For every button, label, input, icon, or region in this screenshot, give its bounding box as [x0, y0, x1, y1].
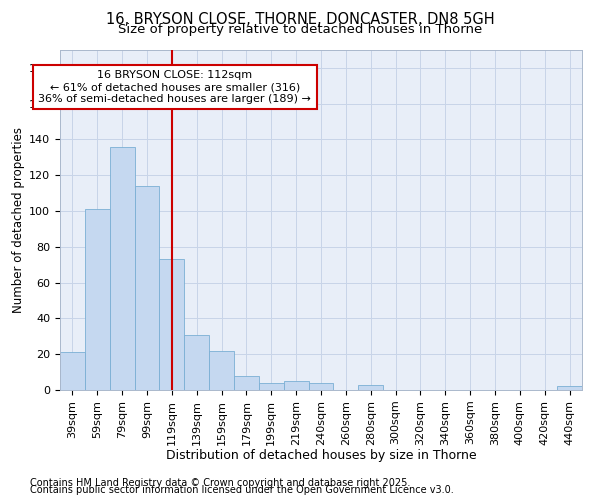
Bar — [209, 350, 234, 390]
Bar — [160, 260, 184, 390]
Text: 16 BRYSON CLOSE: 112sqm
← 61% of detached houses are smaller (316)
36% of semi-d: 16 BRYSON CLOSE: 112sqm ← 61% of detache… — [38, 70, 311, 104]
Bar — [85, 210, 110, 390]
Bar — [110, 146, 134, 390]
Text: Size of property relative to detached houses in Thorne: Size of property relative to detached ho… — [118, 22, 482, 36]
X-axis label: Distribution of detached houses by size in Thorne: Distribution of detached houses by size … — [166, 449, 476, 462]
Bar — [134, 186, 160, 390]
Bar — [284, 381, 308, 390]
Bar — [557, 386, 582, 390]
Y-axis label: Number of detached properties: Number of detached properties — [12, 127, 25, 313]
Text: 16, BRYSON CLOSE, THORNE, DONCASTER, DN8 5GH: 16, BRYSON CLOSE, THORNE, DONCASTER, DN8… — [106, 12, 494, 28]
Bar — [308, 383, 334, 390]
Bar — [259, 383, 284, 390]
Bar — [358, 384, 383, 390]
Text: Contains HM Land Registry data © Crown copyright and database right 2025.: Contains HM Land Registry data © Crown c… — [30, 478, 410, 488]
Text: Contains public sector information licensed under the Open Government Licence v3: Contains public sector information licen… — [30, 485, 454, 495]
Bar — [60, 352, 85, 390]
Bar — [184, 334, 209, 390]
Bar — [234, 376, 259, 390]
